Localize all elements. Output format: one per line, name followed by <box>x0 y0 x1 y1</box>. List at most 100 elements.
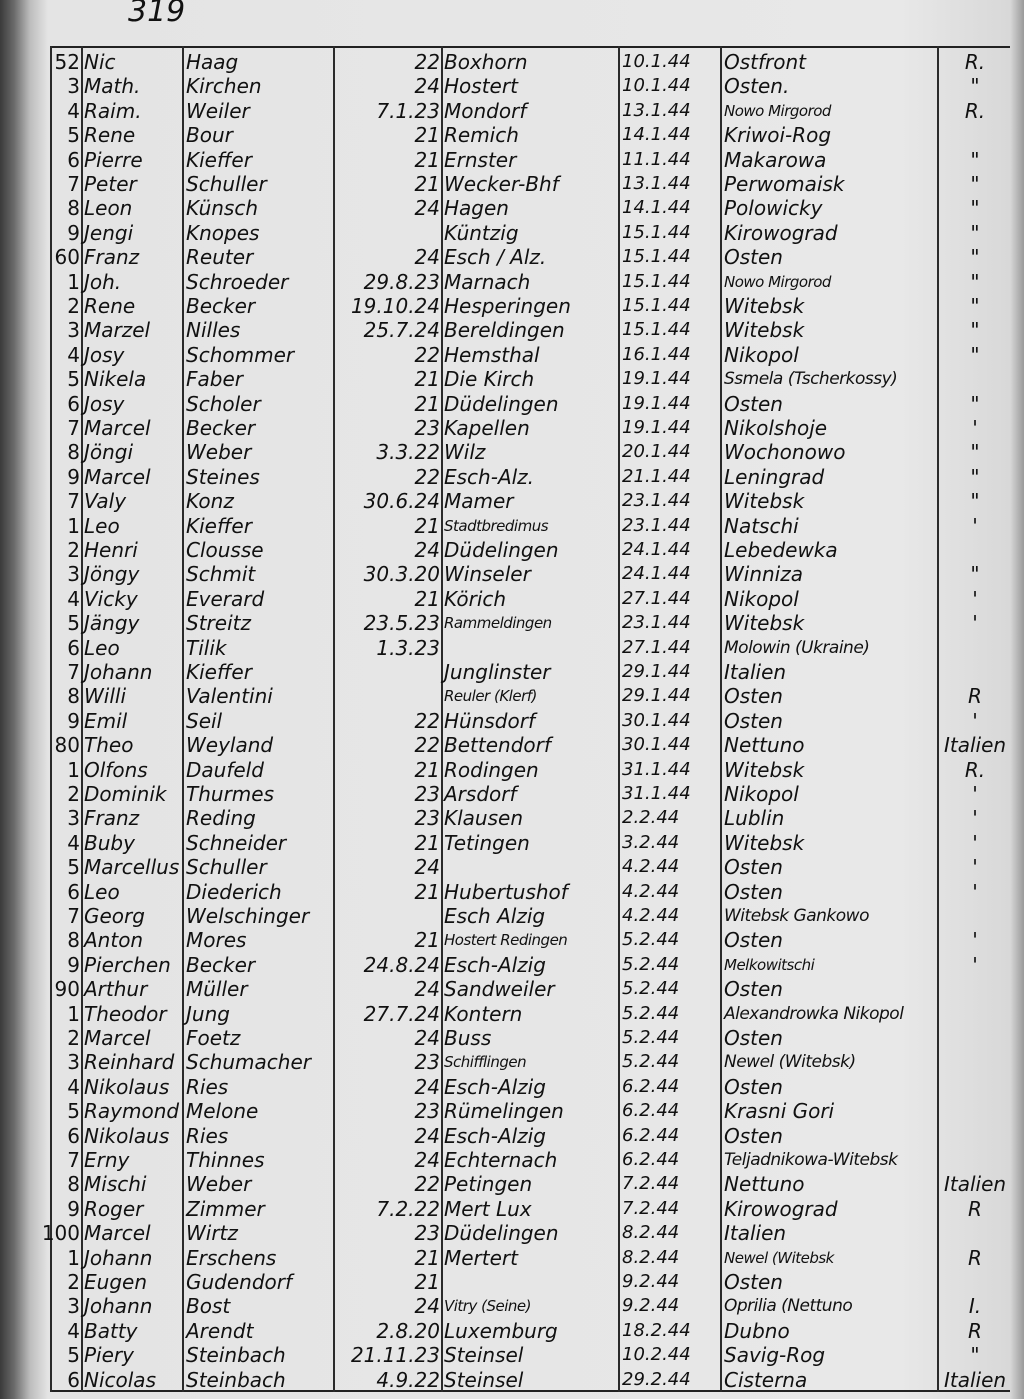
entry-number: 8 <box>67 196 80 221</box>
table-row: 7 Valy Konz 30.6.24 Mamer 23.1.44 Witebsk " <box>0 489 1024 513</box>
entry-number: 9 <box>67 952 80 977</box>
birth-date-or-age: 4.9.22 <box>376 1367 440 1392</box>
home-town: Esch-Alz. <box>444 464 535 489</box>
place: Witebsk <box>724 611 805 636</box>
birth-date-or-age: 21 <box>414 147 440 172</box>
place: Winniza <box>724 562 803 587</box>
table-row: 3 Marzel Nilles 25.7.24 Bereldingen 15.1.44 Wi… <box>0 318 1024 342</box>
home-town: Esch-Alzig <box>444 1074 546 1099</box>
surname: Clousse <box>186 538 264 562</box>
first-name: Batty <box>84 1318 138 1343</box>
table-row: 8 Willi Valentini Reuler (Klerf) 29.1.44 Oste… <box>0 684 1024 708</box>
remark: ' <box>972 928 978 953</box>
table-row: 5 Raymond Melone 23 Rümelingen 6.2.44 Krasni G… <box>0 1099 1024 1123</box>
entry-number: 6 <box>67 879 80 904</box>
remark: ' <box>972 952 978 977</box>
home-town: Düdelingen <box>444 1221 559 1246</box>
surname: Kieffer <box>186 147 252 172</box>
date: 16.1.44 <box>622 343 691 365</box>
place: Witebsk <box>724 830 805 855</box>
birth-date-or-age: 27.7.24 <box>363 1001 440 1026</box>
first-name: Dominik <box>84 782 167 806</box>
birth-date-or-age: 30.3.20 <box>363 562 440 587</box>
date: 27.1.44 <box>622 587 691 609</box>
date: 20.1.44 <box>622 441 691 463</box>
birth-date-or-age: 24 <box>414 1074 440 1099</box>
place: Osten <box>724 1123 783 1148</box>
surname: Gudendorf <box>186 1270 293 1294</box>
bottom-rule <box>50 1390 1010 1392</box>
place: Osten <box>724 1074 783 1099</box>
table-row: 80 Theo Weyland 22 Bettendorf 30.1.44 Nettuno I… <box>0 733 1024 757</box>
surname: Valentini <box>186 684 273 709</box>
home-town: Körich <box>444 586 507 611</box>
first-name: Nikela <box>84 367 147 392</box>
table-row: 8 Jöngi Weber 3.3.22 Wilz 20.1.44 Wochonowo " <box>0 440 1024 464</box>
surname: Knopes <box>186 220 260 245</box>
first-name: Erny <box>84 1148 130 1172</box>
place: Italien <box>724 1221 787 1246</box>
home-town: Sandweiler <box>444 977 555 1002</box>
place: Osten <box>724 391 783 416</box>
entry-number: 1 <box>67 1001 80 1026</box>
date: 5.2.44 <box>622 929 680 951</box>
date: 4.2.44 <box>622 856 680 878</box>
date: 14.1.44 <box>622 197 691 219</box>
table-row: 2 Henri Clousse 24 Düdelingen 24.1.44 Lebedewk… <box>0 538 1024 562</box>
date: 4.2.44 <box>622 905 680 926</box>
surname: Weber <box>186 1172 252 1197</box>
surname: Reding <box>186 806 256 831</box>
home-town: Die Kirch <box>444 367 535 392</box>
birth-date-or-age: 22 <box>414 1172 440 1197</box>
table-row: 7 Georg Welschinger Esch Alzig 4.2.44 Witebsk… <box>0 904 1024 928</box>
home-town: Ernster <box>444 147 517 172</box>
entry-number: 3 <box>67 806 80 831</box>
date: 29.1.44 <box>622 661 691 682</box>
first-name: Josy <box>84 391 125 416</box>
page-number: 319 <box>128 0 186 29</box>
date: 8.2.44 <box>622 1246 680 1268</box>
entry-number: 4 <box>67 830 80 855</box>
date: 31.1.44 <box>622 758 691 780</box>
surname: Tilik <box>186 635 227 660</box>
home-town: Düdelingen <box>444 391 559 416</box>
birth-date-or-age: 21 <box>414 391 440 416</box>
surname: Schuller <box>186 855 267 880</box>
first-name: Jängy <box>84 611 140 636</box>
table-row: 3 Franz Reding 23 Klausen 2.2.44 Lublin ' <box>0 806 1024 830</box>
table-row: 4 Vicky Everard 21 Körich 27.1.44 Nikopol ' <box>0 587 1024 611</box>
remark: " <box>970 172 980 196</box>
home-town: Hesperingen <box>444 294 571 318</box>
home-town: Hostert Redingen <box>444 931 568 950</box>
remark <box>940 1026 1010 1050</box>
remark: " <box>970 294 980 318</box>
first-name: Reinhard <box>84 1050 175 1075</box>
remark: " <box>970 147 980 172</box>
place: Witebsk <box>724 757 805 782</box>
place: Kriwoi-Rog <box>724 123 832 148</box>
first-name: Raymond <box>84 1099 180 1124</box>
first-name: Georg <box>84 904 145 928</box>
table-row: 7 Peter Schuller 21 Wecker-Bhf 13.1.44 Perwoma… <box>0 172 1024 196</box>
date: 13.1.44 <box>622 173 691 194</box>
surname: Arendt <box>186 1318 254 1343</box>
birth-date-or-age: 24 <box>414 977 440 1002</box>
table-row: 1 Olfons Daufeld 21 Rodingen 31.1.44 Witebsk R. <box>0 758 1024 782</box>
entry-number: 6 <box>67 635 80 660</box>
surname: Ries <box>186 1074 229 1099</box>
table-row: 4 Batty Arendt 2.8.20 Luxemburg 18.2.44 Dubno R <box>0 1319 1024 1343</box>
surname: Weyland <box>186 733 274 758</box>
place: Kirowograd <box>724 1196 838 1221</box>
place: Newel (Witebsk <box>724 1248 834 1267</box>
remark <box>940 1148 1010 1172</box>
first-name: Willi <box>84 684 127 709</box>
first-name: Johann <box>84 1245 153 1270</box>
first-name: Pierre <box>84 147 143 172</box>
home-town: Rodingen <box>444 757 539 782</box>
table-row: 4 Nikolaus Ries 24 Esch-Alzig 6.2.44 Osten <box>0 1075 1024 1099</box>
date: 23.1.44 <box>622 514 691 536</box>
remark: Italien <box>943 1172 1007 1197</box>
first-name: Joh. <box>84 269 122 294</box>
remark <box>940 1221 1010 1245</box>
date: 19.1.44 <box>622 368 691 390</box>
